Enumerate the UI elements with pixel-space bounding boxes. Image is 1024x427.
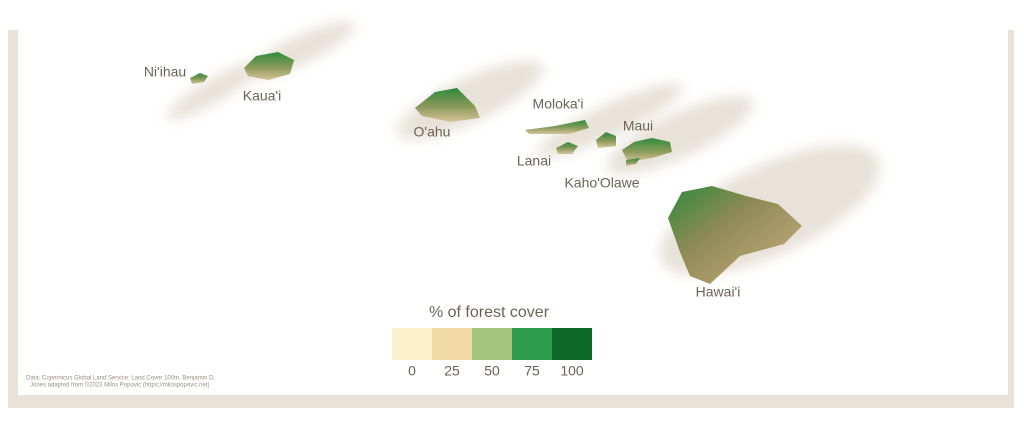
caption: Data: Copernicus Global Land Service: La… <box>26 376 215 382</box>
islands <box>190 52 802 284</box>
legend-tick-label: 50 <box>484 363 500 379</box>
legend-swatch <box>392 328 432 360</box>
legend-swatch <box>432 328 472 360</box>
island-label: Lanai <box>517 153 551 169</box>
legend-tick-label: 0 <box>408 363 416 379</box>
legend-swatch <box>512 328 552 360</box>
island-label: Kaho'Olawe <box>564 175 639 191</box>
island-label: Kaua'i <box>243 88 281 104</box>
caption: Jones adapted from ©2023 Milos Popovic (… <box>30 382 210 389</box>
legend-title: % of forest cover <box>429 304 550 321</box>
legend-tick-label: 75 <box>524 363 540 379</box>
legend-tick-label: 25 <box>444 363 460 379</box>
legend-swatch <box>552 328 592 360</box>
legend-swatch <box>472 328 512 360</box>
island-label: Maui <box>623 118 653 134</box>
island-label: Hawai'i <box>696 284 741 300</box>
island-label: O'ahu <box>414 124 451 140</box>
island-label: Moloka'i <box>533 96 584 112</box>
island-label: Ni'ihau <box>144 64 186 80</box>
legend-tick-label: 100 <box>560 363 584 379</box>
island-labels: Ni'ihau Kaua'i O'ahu Moloka'i Maui Lanai… <box>144 64 741 300</box>
